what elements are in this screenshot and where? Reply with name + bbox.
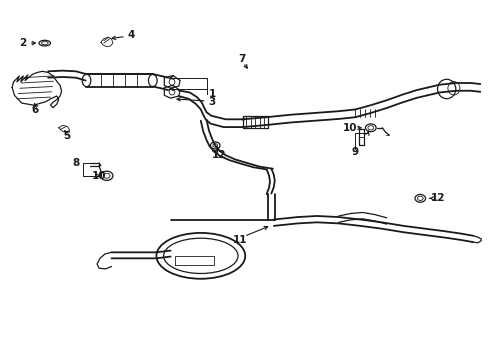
Text: 7: 7 <box>239 54 246 64</box>
Text: 11: 11 <box>233 235 247 245</box>
Text: 9: 9 <box>352 148 359 157</box>
Text: 10: 10 <box>92 171 106 181</box>
Text: 4: 4 <box>127 30 134 40</box>
Text: 10: 10 <box>343 123 357 133</box>
Text: 3: 3 <box>209 98 216 107</box>
Text: 2: 2 <box>20 38 27 48</box>
Text: 5: 5 <box>63 131 70 141</box>
Text: 12: 12 <box>431 193 445 203</box>
Text: 1: 1 <box>209 89 216 99</box>
Text: 12: 12 <box>212 150 226 159</box>
Text: 8: 8 <box>73 158 79 168</box>
Text: 6: 6 <box>31 105 38 115</box>
